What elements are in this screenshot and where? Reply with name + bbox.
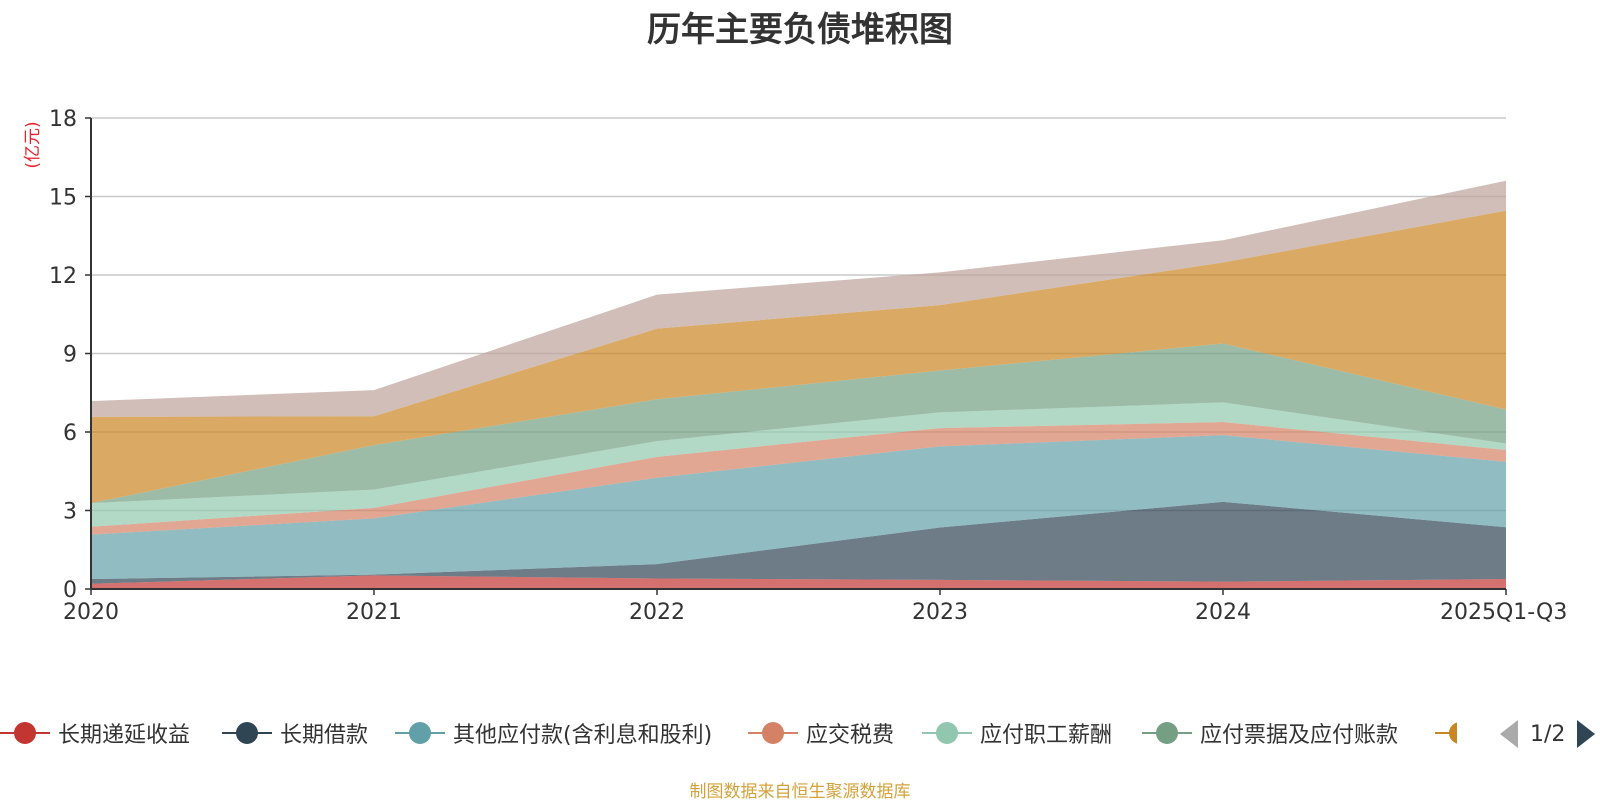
area-series-长期借款[interactable] [91, 501, 1506, 584]
legend-item[interactable]: 长期递延收益 [0, 715, 190, 751]
legend-swatch-icon [1435, 715, 1457, 751]
area-series-长期递延收益[interactable] [91, 575, 1506, 589]
y-tick-label: 12 [49, 264, 77, 289]
chart-title: 历年主要负债堆积图 [647, 10, 953, 50]
legend-item[interactable]: 应付票据及应付账款 [1142, 715, 1398, 751]
legend-dot [762, 722, 784, 744]
x-tick-label: 2024 [1195, 600, 1251, 625]
legend-swatch-icon [395, 715, 445, 751]
legend-label: 长期递延收益 [58, 723, 191, 748]
axes: 0 3 6 9 12 15 18 2020 2021 2022 2023 2024 2025Q1-Q3 [49, 107, 1567, 625]
legend-dot [14, 722, 36, 744]
legend: 长期递延收益 长期借款 其他应付款(含利息和股利) 应交税费 应付职工薪酬 [0, 715, 1600, 755]
legend-swatch-icon [748, 715, 798, 751]
legend-page-indicator: 1/2 [1530, 721, 1566, 747]
x-tick-label: 2022 [629, 600, 685, 625]
area-series-应付职工薪酬[interactable] [91, 402, 1506, 527]
area-series-应付票据及应付账款[interactable] [91, 343, 1506, 504]
legend-next-page-icon[interactable] [1577, 720, 1596, 748]
legend-label: 应交税费 [806, 723, 895, 748]
area-series-应交税费[interactable] [91, 422, 1506, 535]
area-series-其他[interactable] [91, 180, 1506, 417]
legend-label: 应付票据及应付账款 [1200, 723, 1399, 748]
legend-line [1435, 732, 1457, 734]
legend-item[interactable]: 应交税费 [748, 715, 894, 751]
legend-dot [1449, 722, 1457, 744]
legend-dot [1156, 722, 1178, 744]
stacked-areas [91, 180, 1506, 589]
legend-dot [936, 722, 958, 744]
legend-label: 应付职工薪酬 [980, 723, 1113, 748]
legend-swatch-icon [0, 715, 50, 751]
legend-prev-page-icon[interactable] [1500, 720, 1518, 748]
area-series-短期借款[interactable] [91, 210, 1506, 504]
x-tick-label: 2021 [346, 600, 402, 625]
x-tick-label: 2023 [912, 600, 968, 625]
legend-label: 长期借款 [280, 723, 369, 748]
x-tick-label: 2020 [63, 600, 119, 625]
y-tick-label: 18 [49, 107, 77, 132]
legend-swatch-icon [1142, 715, 1192, 751]
y-tick-label: 0 [63, 578, 77, 603]
legend-item-clipped[interactable] [1435, 715, 1457, 751]
y-tick-label: 3 [63, 500, 77, 525]
legend-swatch-icon [922, 715, 972, 751]
area-series-其他应付款(含利息和股利)[interactable] [91, 435, 1506, 580]
y-tick-label: 15 [49, 186, 77, 211]
legend-label: 其他应付款(含利息和股利) [453, 723, 713, 748]
source-note: 制图数据来自恒生聚源数据库 [689, 782, 911, 802]
y-tick-label: 6 [63, 421, 77, 446]
legend-dot [236, 722, 258, 744]
y-tick-label: 9 [63, 343, 77, 368]
y-axis-unit-label: (亿元) [23, 121, 43, 168]
legend-item[interactable]: 其他应付款(含利息和股利) [395, 715, 712, 751]
legend-dot [409, 722, 431, 744]
legend-swatch-icon [222, 715, 272, 751]
legend-item[interactable]: 长期借款 [222, 715, 368, 751]
legend-pager: 1/2 [1500, 716, 1596, 752]
x-tick-label: 2025Q1-Q3 [1440, 600, 1567, 625]
legend-item[interactable]: 应付职工薪酬 [922, 715, 1112, 751]
